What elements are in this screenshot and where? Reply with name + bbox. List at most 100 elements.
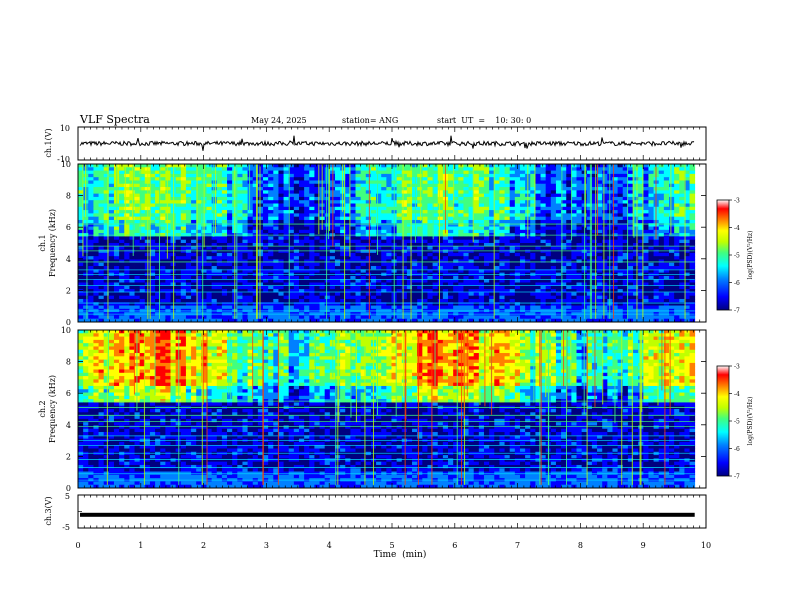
- spectrogram-cell: [510, 177, 516, 181]
- spectrogram-cell: [237, 213, 243, 217]
- spectrogram-cell: [273, 217, 279, 221]
- spectrogram-cell: [294, 184, 300, 188]
- spectrogram-cell: [99, 253, 105, 257]
- spectrogram-cell: [510, 210, 516, 214]
- spectrogram-cell: [160, 171, 166, 175]
- spectrogram-cell: [535, 174, 541, 178]
- spectrogram-cell: [206, 177, 212, 181]
- spectrogram-cell: [83, 246, 89, 250]
- spectrogram-cell: [160, 197, 166, 201]
- spectrogram-cell: [109, 286, 115, 290]
- spectrogram-cell: [520, 246, 526, 250]
- spectrogram-cell: [135, 240, 141, 244]
- spectrogram-cell: [222, 167, 228, 171]
- spectrogram-cell: [248, 236, 254, 240]
- spectrogram-cell: [520, 174, 526, 178]
- spectrogram-cell: [659, 217, 665, 221]
- spectrogram-cell: [602, 292, 608, 296]
- spectrogram-cell: [505, 259, 511, 263]
- spectrogram-cell: [140, 259, 146, 263]
- spectrogram-cell: [258, 207, 264, 211]
- spectrogram-cell: [520, 266, 526, 270]
- spectrogram-cell: [438, 286, 444, 290]
- spectrogram-cell: [335, 217, 341, 221]
- spectrogram-cell: [664, 180, 670, 184]
- spectrogram-cell: [386, 213, 392, 217]
- station-label: station= ANG: [342, 116, 398, 125]
- spectrogram-cell: [309, 180, 315, 184]
- spectrogram-cell: [304, 180, 310, 184]
- spectrogram-cell: [386, 220, 392, 224]
- spectrogram-cell: [520, 259, 526, 263]
- spectrogram-cell: [494, 256, 500, 260]
- spectrogram-cell: [551, 207, 557, 211]
- spectrogram-cell: [412, 177, 418, 181]
- spectrogram-cell: [602, 207, 608, 211]
- spectrogram-cell: [299, 263, 305, 267]
- spectrogram-cell: [273, 213, 279, 217]
- spectrogram-cell: [222, 259, 228, 263]
- spectrogram-cell: [556, 204, 562, 208]
- spectrogram-cell: [186, 171, 192, 175]
- spectrogram-cell: [356, 174, 362, 178]
- spectrogram-cell: [335, 184, 341, 188]
- spectrogram-cell: [227, 246, 233, 250]
- spectrogram-cell: [273, 236, 279, 240]
- spectrogram-cell: [181, 171, 187, 175]
- spectrogram-cell: [577, 227, 583, 231]
- spectrogram-cell: [278, 180, 284, 184]
- spectrogram-cell: [206, 164, 212, 168]
- spectrogram-cell: [397, 167, 403, 171]
- spectrogram-cell: [320, 250, 326, 254]
- spectrogram-cell: [135, 279, 141, 283]
- spectrogram-cell: [273, 180, 279, 184]
- spectrogram-cell: [422, 253, 428, 257]
- spectrogram-cell: [165, 286, 171, 290]
- spectrogram-cell: [510, 194, 516, 198]
- spectrogram-cell: [237, 187, 243, 191]
- spectrogram-cell: [381, 197, 387, 201]
- spectrogram-cell: [556, 194, 562, 198]
- spectrogram-cell: [397, 263, 403, 267]
- spectrogram-cell: [150, 253, 156, 257]
- spectrogram-cell: [201, 266, 207, 270]
- spectrogram-cell: [448, 259, 454, 263]
- spectrogram-cell: [160, 207, 166, 211]
- spectrogram-cell: [674, 204, 680, 208]
- spectrogram-cell: [577, 194, 583, 198]
- spectrogram-cell: [443, 236, 449, 240]
- spectrogram-cell: [88, 194, 94, 198]
- spectrogram-cell: [381, 174, 387, 178]
- spectrogram-cell: [669, 164, 675, 168]
- spectrogram-cell: [648, 197, 654, 201]
- spectrogram-cell: [592, 171, 598, 175]
- spectrogram-cell: [474, 174, 480, 178]
- spectrogram-cell: [386, 174, 392, 178]
- spectrogram-cell: [499, 184, 505, 188]
- spectrogram-cell: [463, 171, 469, 175]
- spectrogram-cell: [356, 220, 362, 224]
- spectrogram-cell: [484, 180, 490, 184]
- spectrogram-cell: [248, 240, 254, 244]
- spectrogram-cell: [278, 292, 284, 296]
- spectrogram-cell: [309, 167, 315, 171]
- spectrogram-cell: [294, 164, 300, 168]
- spectrogram-cell: [268, 197, 274, 201]
- spectrogram-cell: [546, 286, 552, 290]
- spectrogram-cell: [669, 174, 675, 178]
- spectrogram-cell: [438, 292, 444, 296]
- spectrogram-cell: [335, 259, 341, 263]
- spectrogram-cell: [160, 210, 166, 214]
- spectrogram-cell: [458, 227, 464, 231]
- spectrogram-cell: [371, 256, 377, 260]
- spectrogram-cell: [628, 240, 634, 244]
- spectrogram-cell: [453, 240, 459, 244]
- spectrogram-cell: [135, 197, 141, 201]
- spectrogram-cell: [474, 210, 480, 214]
- spectrogram-cell: [114, 250, 120, 254]
- spectrogram-cell: [135, 207, 141, 211]
- spectrogram-cell: [438, 174, 444, 178]
- spectrogram-cell: [551, 246, 557, 250]
- spectrogram-cell: [176, 171, 182, 175]
- spectrogram-cell: [186, 180, 192, 184]
